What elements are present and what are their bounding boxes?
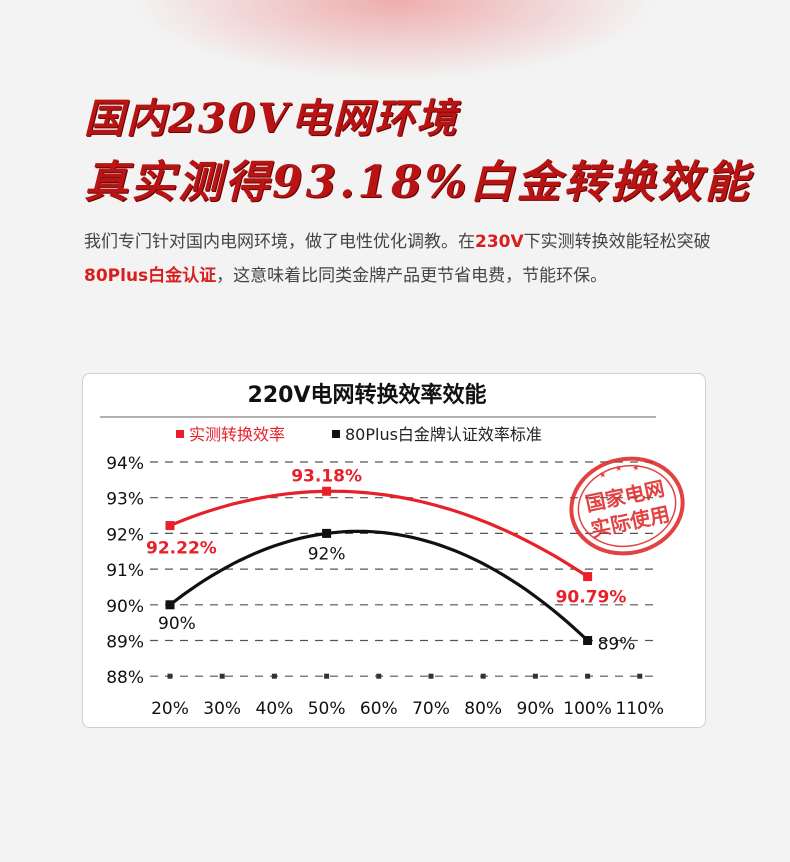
series-line [168,489,590,579]
intro-text-2: 下实测转换效能轻松突破 [523,232,711,252]
data-label: 92.22% [146,539,217,559]
y-tick-label: 92% [106,525,144,545]
data-label: 93.18% [291,466,362,486]
chart-title: 220V电网转换效率效能 [248,382,487,408]
stamp-star-1: ★ [598,470,607,480]
data-point [583,572,593,582]
series-layer: 92.22% 93.18% 90.79% 90% 92% 89% [146,466,635,654]
y-tick-label: 88% [106,668,144,688]
x-tick-label: 20% [151,699,189,719]
headline-line-1: 国内230V电网环境 [84,95,459,142]
x-tick-mark [219,673,225,679]
intro-text-1: 我们专门针对国内电网环境，做了电性优化调教。在 [84,232,475,252]
data-point [583,636,593,645]
stamp-star-2: ★ [614,463,623,473]
data-label: 89% [598,635,636,655]
x-axis-tick-marks [167,673,643,679]
legend: 实测转换效率 80Plus白金牌认证效率标准 [176,425,542,444]
x-tick-label: 40% [256,699,294,719]
x-tick-label: 50% [308,699,346,719]
stamp-star-3: ★ [631,463,640,473]
series-line [168,529,590,643]
legend-label-measured: 实测转换效率 [189,425,285,444]
intro-highlight-80plus: 80Plus白金认证 [84,266,217,286]
data-label: 90% [158,614,196,634]
y-tick-label: 91% [106,561,144,581]
data-point [165,521,175,531]
intro-text-3: ，这意味着比同类金牌产品更节省电费，节能环保。 [216,266,608,286]
headline-line-2: 真实测得93.18%白金转换效能 [84,157,752,208]
x-tick-mark [637,673,643,679]
data-label: 90.79% [556,588,627,608]
y-tick-label: 93% [106,490,144,510]
x-tick-mark [167,673,173,679]
data-point [165,600,175,610]
y-axis-labels: 94% 93% 92% 91% 90% 89% 88% [106,454,144,688]
data-point [322,528,332,538]
intro-paragraph: 我们专门针对国内电网环境，做了电性优化调教。在230V下实测转换效能轻松突破 80… [84,225,724,293]
x-tick-mark [585,673,591,679]
x-tick-mark [480,673,486,679]
x-tick-label: 60% [360,699,398,719]
x-tick-mark [428,673,434,679]
y-tick-label: 89% [106,633,144,653]
x-tick-mark [271,673,277,679]
top-glow [0,0,790,120]
x-tick-label: 100% [563,699,612,719]
national-grid-stamp: ★ ★ ★ 国家电网 实际使用 [569,456,685,556]
y-tick-label: 90% [106,597,144,617]
x-tick-mark [324,673,330,679]
x-tick-label: 110% [615,699,664,719]
legend-label-standard: 80Plus白金牌认证效率标准 [345,425,542,444]
x-tick-mark [376,673,382,679]
x-tick-label: 70% [412,699,450,719]
x-tick-label: 90% [517,699,555,719]
data-label: 92% [308,544,346,564]
legend-marker-standard [332,430,340,438]
x-tick-mark [532,673,538,679]
intro-highlight-230v: 230V [475,232,524,252]
legend-marker-measured [176,430,184,438]
x-axis-labels: 20% 30% 40% 50% 60% 70% 80% 90% 100% 110% [151,699,664,719]
x-tick-label: 30% [203,699,241,719]
data-point [322,486,332,496]
y-tick-label: 94% [106,454,144,474]
x-tick-label: 80% [464,699,502,719]
